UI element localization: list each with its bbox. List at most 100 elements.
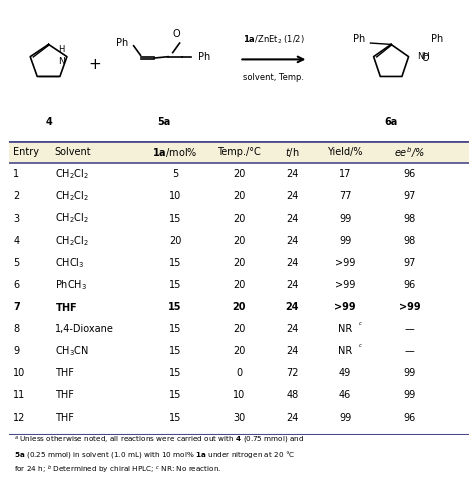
Text: CH$_2$Cl$_2$: CH$_2$Cl$_2$ xyxy=(55,234,89,247)
Text: 30: 30 xyxy=(233,413,246,423)
Text: 24: 24 xyxy=(286,413,299,423)
Text: Ph: Ph xyxy=(353,34,365,44)
Text: Temp./°C: Temp./°C xyxy=(218,147,261,157)
Text: THF: THF xyxy=(55,390,73,401)
Text: $\mathbf{1a}$/ZnEt$_2$ (1/2): $\mathbf{1a}$/ZnEt$_2$ (1/2) xyxy=(243,34,305,46)
Text: Ph: Ph xyxy=(198,52,210,61)
Text: NR: NR xyxy=(338,324,352,334)
Text: 99: 99 xyxy=(339,236,351,245)
Text: 24: 24 xyxy=(286,214,299,224)
Text: 20: 20 xyxy=(233,214,246,224)
Text: 77: 77 xyxy=(339,191,351,202)
Text: >99: >99 xyxy=(334,302,356,312)
Text: PhCH$_3$: PhCH$_3$ xyxy=(55,278,87,292)
Text: 5: 5 xyxy=(172,169,178,180)
Text: CH$_2$Cl$_2$: CH$_2$Cl$_2$ xyxy=(55,189,89,203)
Text: O: O xyxy=(422,53,429,63)
Text: $\mathbf{1a}$/mol%: $\mathbf{1a}$/mol% xyxy=(152,146,198,159)
Text: +: + xyxy=(88,58,101,72)
Text: 24: 24 xyxy=(285,302,299,312)
Text: CH$_3$CN: CH$_3$CN xyxy=(55,345,89,358)
Text: N: N xyxy=(58,57,65,66)
Text: 20: 20 xyxy=(233,258,246,268)
Text: $\mathbf{THF}$: $\mathbf{THF}$ xyxy=(55,301,77,313)
Text: 12: 12 xyxy=(13,413,26,423)
Text: solvent, Temp.: solvent, Temp. xyxy=(243,73,304,82)
Text: 49: 49 xyxy=(339,368,351,378)
Text: 15: 15 xyxy=(169,258,181,268)
Text: 6a: 6a xyxy=(384,117,398,127)
Text: 48: 48 xyxy=(286,390,298,401)
Text: 98: 98 xyxy=(403,214,416,224)
Text: 4: 4 xyxy=(13,236,19,245)
Text: NR: NR xyxy=(338,346,352,356)
Text: Entry: Entry xyxy=(13,147,39,157)
Text: 96: 96 xyxy=(403,413,416,423)
Text: 24: 24 xyxy=(286,258,299,268)
Text: $ee^b$/%: $ee^b$/% xyxy=(394,145,425,160)
Text: 24: 24 xyxy=(286,280,299,290)
Text: 99: 99 xyxy=(403,368,416,378)
Text: 10: 10 xyxy=(13,368,26,378)
Text: 15: 15 xyxy=(169,280,181,290)
Text: 15: 15 xyxy=(168,302,182,312)
Text: 11: 11 xyxy=(13,390,26,401)
Text: 97: 97 xyxy=(403,191,416,202)
Text: 97: 97 xyxy=(403,258,416,268)
Text: 20: 20 xyxy=(233,169,246,180)
Text: 96: 96 xyxy=(403,169,416,180)
Text: $^c$: $^c$ xyxy=(357,321,363,330)
Text: 15: 15 xyxy=(169,390,181,401)
Text: 10: 10 xyxy=(169,191,181,202)
Text: Ph: Ph xyxy=(116,38,128,48)
Text: 15: 15 xyxy=(169,368,181,378)
Text: 72: 72 xyxy=(286,368,299,378)
Text: 24: 24 xyxy=(286,169,299,180)
Text: 1: 1 xyxy=(13,169,19,180)
Text: $^c$: $^c$ xyxy=(357,343,363,352)
Text: 8: 8 xyxy=(13,324,19,334)
Text: 9: 9 xyxy=(13,346,19,356)
Text: 17: 17 xyxy=(339,169,351,180)
Text: CH$_2$Cl$_2$: CH$_2$Cl$_2$ xyxy=(55,212,89,225)
Text: —: — xyxy=(405,324,414,334)
Text: 20: 20 xyxy=(233,236,246,245)
Text: CHCl$_3$: CHCl$_3$ xyxy=(55,256,84,270)
Text: Yield/%: Yield/% xyxy=(328,147,363,157)
Text: 20: 20 xyxy=(233,324,246,334)
Text: 99: 99 xyxy=(339,214,351,224)
Text: >99: >99 xyxy=(335,280,356,290)
Text: 20: 20 xyxy=(169,236,181,245)
Text: 10: 10 xyxy=(233,390,246,401)
Text: CH$_2$Cl$_2$: CH$_2$Cl$_2$ xyxy=(55,167,89,181)
Text: 15: 15 xyxy=(169,214,181,224)
Text: THF: THF xyxy=(55,368,73,378)
Text: 1,4-Dioxane: 1,4-Dioxane xyxy=(55,324,113,334)
Text: 5: 5 xyxy=(13,258,19,268)
Text: 20: 20 xyxy=(233,346,246,356)
Text: 99: 99 xyxy=(403,390,416,401)
Text: 98: 98 xyxy=(403,236,416,245)
Text: 96: 96 xyxy=(403,280,416,290)
Text: 0: 0 xyxy=(237,368,242,378)
Text: 5a: 5a xyxy=(157,117,170,127)
Text: 24: 24 xyxy=(286,191,299,202)
Text: >99: >99 xyxy=(399,302,420,312)
Text: 15: 15 xyxy=(169,346,181,356)
Text: 20: 20 xyxy=(233,191,246,202)
Text: $t$/h: $t$/h xyxy=(285,146,300,159)
Text: —: — xyxy=(405,346,414,356)
Text: Solvent: Solvent xyxy=(55,147,91,157)
Text: THF: THF xyxy=(55,413,73,423)
Text: 2: 2 xyxy=(13,191,19,202)
Text: 24: 24 xyxy=(286,236,299,245)
Text: 15: 15 xyxy=(169,324,181,334)
Text: 20: 20 xyxy=(233,280,246,290)
Text: 99: 99 xyxy=(339,413,351,423)
Text: 15: 15 xyxy=(169,413,181,423)
Text: 7: 7 xyxy=(13,302,20,312)
Text: 6: 6 xyxy=(13,280,19,290)
Text: 4: 4 xyxy=(45,117,52,127)
Text: O: O xyxy=(172,29,180,39)
Bar xyxy=(9,141,469,163)
